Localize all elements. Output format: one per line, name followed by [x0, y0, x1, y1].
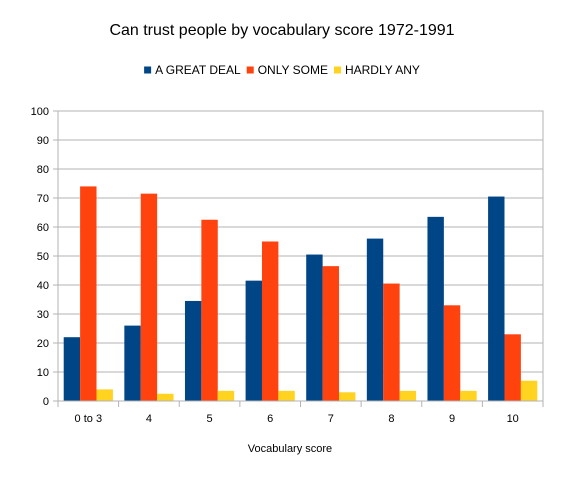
bar [488, 196, 505, 401]
bar [124, 325, 141, 401]
bar [217, 390, 235, 401]
bar [157, 393, 174, 401]
y-tick-label: 60 [37, 222, 49, 234]
x-tick-label: 6 [267, 413, 273, 425]
bar [339, 392, 356, 401]
bar [63, 337, 81, 401]
y-tick-label: 70 [37, 193, 49, 205]
bar [245, 280, 262, 401]
y-tick-label: 30 [37, 309, 49, 321]
bar [504, 334, 521, 401]
legend-swatch [144, 66, 152, 74]
legend-label: ONLY SOME [258, 63, 328, 77]
chart-title: Can trust people by vocabulary score 197… [109, 22, 454, 39]
bar [427, 216, 444, 401]
bar [306, 254, 323, 401]
bar [80, 186, 97, 401]
bar [322, 266, 340, 401]
bar [383, 283, 400, 401]
x-tick-label: 4 [146, 413, 152, 425]
bars [63, 186, 538, 401]
bar [140, 193, 158, 401]
x-axis-title: Vocabulary score [248, 443, 332, 455]
bar [278, 390, 295, 401]
bar [96, 389, 113, 401]
x-axis-ticks: 0 to 3 4 5 6 7 8 9 10 [57, 401, 544, 425]
y-tick-label: 90 [37, 135, 49, 147]
y-tick-label: 0 [43, 396, 49, 408]
plot-area-border [57, 110, 544, 402]
legend-label: A GREAT DEAL [155, 63, 241, 77]
bar [366, 238, 384, 401]
bar [399, 390, 417, 401]
legend-label: HARDLY ANY [345, 63, 420, 77]
y-tick-label: 50 [37, 251, 49, 263]
y-tick-label: 10 [37, 367, 49, 379]
x-tick-label: 7 [328, 413, 334, 425]
bar [201, 219, 218, 401]
legend: A GREAT DEAL ONLY SOME HARDLY ANY [144, 63, 420, 77]
bar [520, 380, 538, 401]
bar [460, 390, 477, 401]
x-tick-label: 10 [507, 413, 519, 425]
y-axis-ticks: 0 10 20 30 40 50 60 70 80 90 100 [31, 106, 58, 408]
y-tick-label: 20 [37, 338, 49, 350]
x-tick-label: 8 [388, 413, 394, 425]
bar [443, 305, 461, 401]
x-tick-label: 0 to 3 [75, 413, 103, 425]
bar [184, 300, 202, 401]
x-tick-label: 5 [207, 413, 213, 425]
y-tick-label: 100 [31, 106, 49, 118]
legend-swatch [333, 66, 341, 74]
y-tick-label: 40 [37, 280, 49, 292]
bar [261, 241, 279, 401]
x-tick-label: 9 [449, 413, 455, 425]
legend-swatch [246, 66, 254, 74]
y-tick-label: 80 [37, 164, 49, 176]
